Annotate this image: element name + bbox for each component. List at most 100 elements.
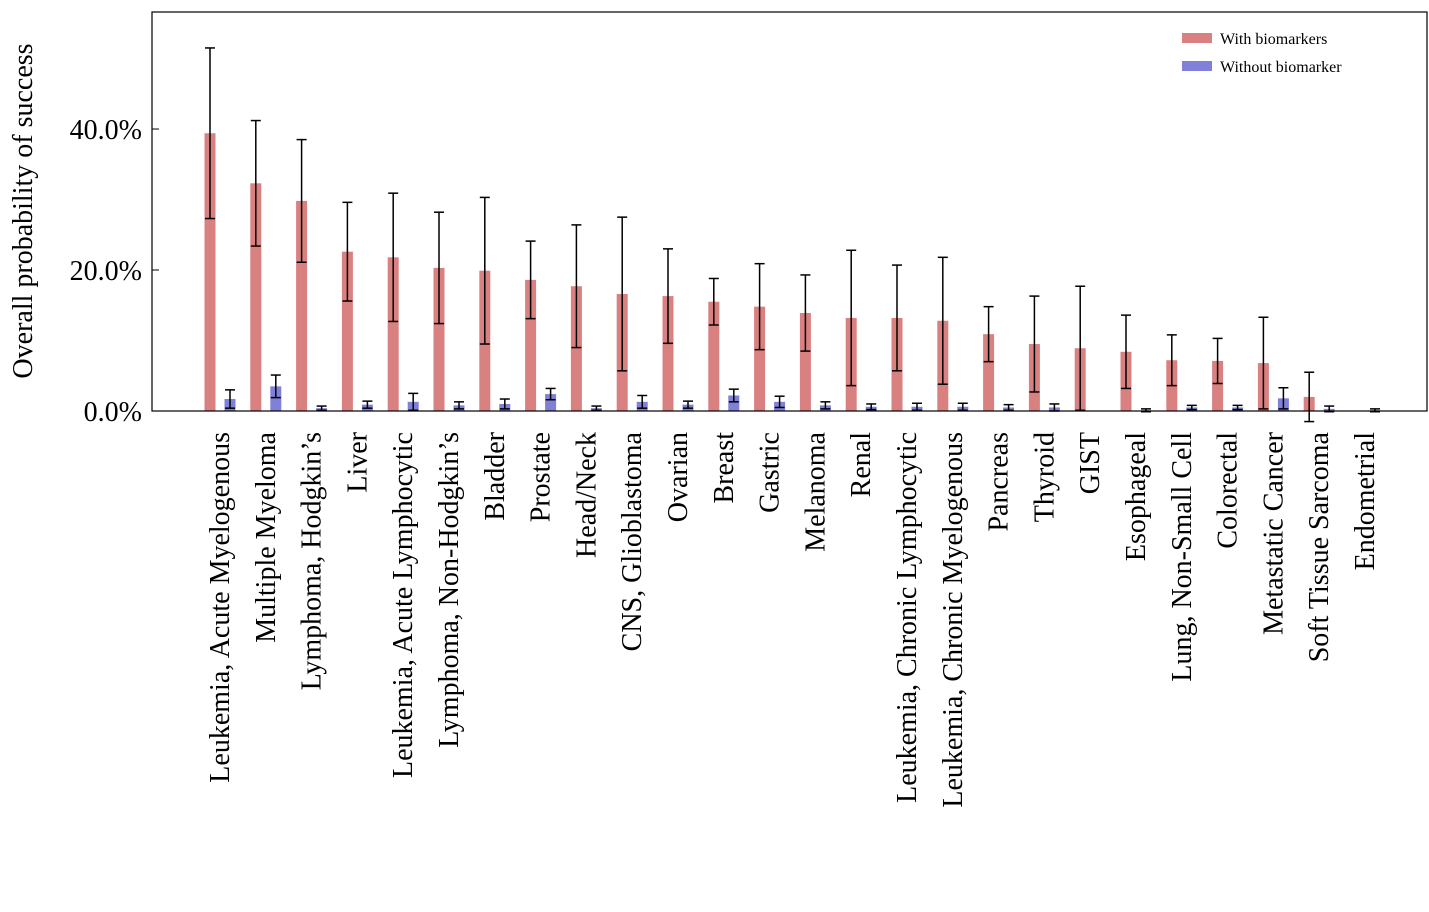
error-bar [1258, 316, 1269, 410]
error-bar [571, 224, 582, 349]
bar [296, 200, 308, 411]
x-tick-label: Ovarian [663, 432, 694, 522]
bar [270, 386, 282, 411]
error-bar [866, 403, 877, 411]
error-bar [1029, 295, 1040, 393]
error-bar [728, 388, 739, 403]
error-bar [205, 47, 215, 220]
x-tick-label: Metastatic Cancer [1258, 431, 1289, 635]
error-bar [296, 138, 307, 264]
error-bar [754, 262, 765, 351]
error-bar [617, 216, 628, 372]
x-tick-label: Soft Tissue Sarcoma [1304, 431, 1335, 662]
x-tick-label: Leukemia, Acute Myelogenous [205, 432, 236, 783]
error-bar [957, 402, 968, 412]
bar [1212, 360, 1224, 411]
bar [983, 334, 995, 411]
error-bar [774, 395, 785, 409]
legend-swatch [1182, 61, 1212, 71]
bar [754, 306, 766, 411]
bar [799, 313, 811, 411]
error-bar [892, 264, 902, 372]
x-tick-label: GIST [1075, 432, 1106, 494]
bar [525, 279, 537, 411]
error-bar [408, 392, 419, 412]
x-tick-label: Lymphoma, Hodgkin’s [297, 432, 328, 690]
x-tick-label: Renal [846, 432, 877, 498]
y-tick-label: 0.0% [84, 397, 142, 428]
x-tick-label: Leukemia, Chronic Lymphocytic [892, 432, 923, 803]
x-tick-label: CNS, Glioblastoma [617, 431, 648, 651]
error-bar [1186, 404, 1197, 411]
error-bar [708, 277, 719, 326]
error-bar [1166, 334, 1177, 387]
error-bar [479, 196, 490, 345]
x-tick-label: Lung, Non-Small Cell [1167, 432, 1198, 682]
y-tick-label: 20.0% [70, 256, 142, 287]
error-bar [316, 405, 327, 412]
bar [204, 133, 216, 411]
error-bar [983, 305, 994, 363]
error-bar [1278, 386, 1289, 410]
legend-label: Without biomarker [1220, 59, 1342, 76]
error-bar [499, 398, 510, 410]
x-tick-label: Leukemia, Chronic Myelogenous [938, 432, 969, 808]
x-tick-label: Lymphoma, Non-Hodgkin’s [434, 432, 465, 748]
error-bar [362, 400, 373, 409]
bar [708, 301, 720, 411]
bar [545, 394, 557, 411]
error-bar [937, 256, 948, 385]
bar [570, 286, 582, 411]
error-bar [434, 211, 444, 325]
x-tick-label: Liver [342, 431, 373, 492]
bar [250, 183, 262, 411]
x-tick-label: Colorectal [1213, 432, 1244, 549]
error-bar [525, 240, 536, 320]
bar [662, 296, 674, 411]
error-bar [1212, 337, 1223, 385]
y-tick-label: 40.0% [70, 115, 142, 146]
error-bar [1304, 371, 1315, 423]
bar [433, 267, 445, 411]
error-bar [1232, 404, 1243, 411]
error-bar [591, 405, 602, 412]
x-tick-label: Bladder [480, 431, 511, 520]
legend-label: With biomarkers [1220, 31, 1327, 48]
error-bar [637, 394, 648, 409]
x-tick-label: Breast [709, 432, 740, 504]
error-bar [250, 119, 261, 247]
error-bar [225, 389, 235, 409]
x-tick-label: Gastric [755, 432, 786, 513]
error-bar [800, 274, 811, 352]
bar [728, 395, 740, 411]
bar [341, 251, 353, 411]
x-tick-label: Esophageal [1121, 432, 1152, 561]
y-axis-label: Overall probability of success [8, 43, 39, 378]
error-bar [663, 248, 673, 345]
error-bar [683, 400, 693, 409]
bar [387, 257, 399, 411]
error-bar [820, 401, 831, 410]
error-bar [454, 401, 464, 410]
error-bar [912, 402, 922, 412]
error-bar [1121, 314, 1131, 390]
x-tick-label: Pancreas [984, 432, 1015, 532]
error-bar [1003, 403, 1014, 412]
error-bar [388, 192, 399, 323]
x-tick-label: Multiple Myeloma [251, 431, 282, 642]
x-tick-label: Melanoma [800, 431, 831, 551]
error-bar [342, 201, 353, 302]
error-bar [846, 249, 857, 387]
error-bar [1075, 285, 1086, 412]
x-tick-label: Leukemia, Acute Lymphocytic [388, 432, 419, 778]
x-tick-label: Prostate [526, 432, 557, 522]
error-bar [270, 374, 281, 399]
x-tick-label: Thyroid [1029, 432, 1060, 522]
x-tick-label: Head/Neck [571, 432, 602, 558]
plot-frame [151, 11, 1428, 412]
x-tick-label: Endometrial [1350, 432, 1381, 571]
legend-swatch [1182, 33, 1212, 43]
error-bar [545, 387, 556, 401]
